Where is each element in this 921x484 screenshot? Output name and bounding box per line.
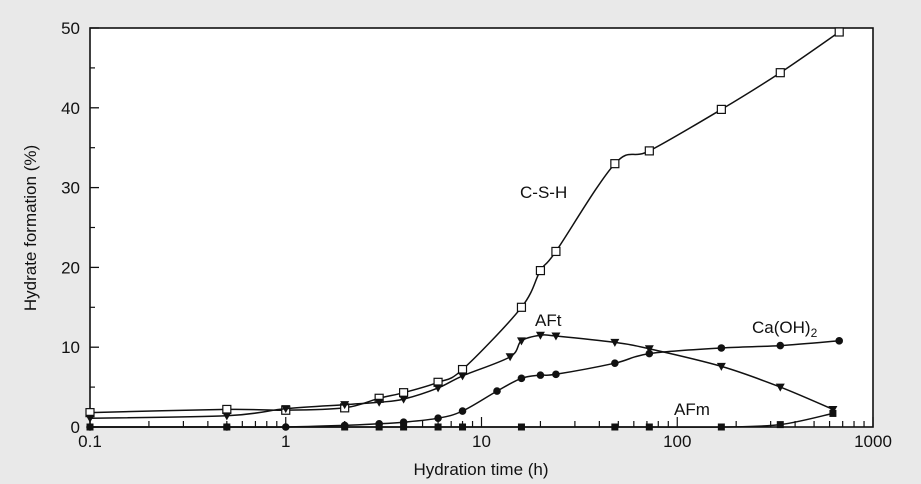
y-axis-title: Hydrate formation (%) — [21, 145, 40, 311]
data-point-ca-oh-2 — [517, 374, 526, 383]
data-point-c-s-h — [457, 364, 468, 375]
series-group — [85, 27, 844, 431]
data-point-afm — [223, 423, 231, 431]
y-tick-label: 50 — [61, 19, 80, 38]
data-point-afm — [517, 423, 525, 431]
data-point-aft — [505, 353, 515, 362]
data-point-aft — [644, 345, 654, 354]
data-point-aft — [374, 398, 384, 407]
plot-area — [89, 27, 874, 428]
data-point-aft — [433, 384, 443, 393]
data-point-ca-oh-2 — [645, 349, 654, 358]
data-point-aft — [222, 412, 232, 421]
x-tick-label: 100 — [663, 432, 691, 451]
x-tick-label: 1 — [281, 432, 290, 451]
data-point-afm — [400, 423, 408, 431]
data-point-c-s-h — [551, 246, 561, 257]
data-point-ca-oh-2 — [434, 414, 442, 423]
data-point-c-s-h — [644, 146, 654, 156]
y-tick-label: 0 — [71, 418, 80, 437]
data-point-afm — [611, 423, 619, 431]
y-tick-label: 30 — [61, 179, 80, 198]
data-point-aft — [458, 372, 468, 381]
data-point-afm — [829, 409, 837, 417]
data-point-c-s-h — [716, 104, 726, 114]
series-label-aft: AFt — [535, 311, 562, 330]
data-point-c-s-h — [834, 27, 844, 37]
series-label-caoh2: Ca(OH)2 — [752, 318, 818, 340]
data-point-afm — [459, 423, 467, 431]
y-tick-label: 10 — [61, 338, 80, 357]
series-label-csh: C-S-H — [520, 183, 567, 202]
data-point-aft — [399, 395, 409, 404]
data-point-c-s-h — [516, 302, 527, 312]
data-point-aft — [610, 338, 620, 347]
data-point-ca-oh-2 — [552, 370, 560, 379]
data-point-afm — [434, 423, 442, 431]
data-point-aft — [516, 337, 526, 346]
y-tick-label: 40 — [61, 99, 80, 118]
data-point-ca-oh-2 — [611, 359, 619, 367]
data-point-aft — [551, 332, 561, 341]
data-point-aft — [281, 405, 291, 414]
data-point-ca-oh-2 — [835, 337, 844, 345]
x-tick-label: 0.1 — [78, 432, 102, 451]
data-point-c-s-h — [399, 388, 409, 398]
data-point-aft — [535, 331, 545, 340]
data-point-c-s-h — [775, 68, 785, 78]
x-tick-label: 10 — [472, 432, 491, 451]
y-tick-label: 20 — [61, 258, 80, 277]
series-line-afm — [90, 412, 834, 428]
data-point-c-s-h — [610, 159, 620, 169]
data-point-afm — [86, 423, 94, 431]
data-point-ca-oh-2 — [776, 341, 785, 350]
series-label-caoh2-text: Ca(OH) — [752, 318, 811, 337]
data-point-afm — [645, 423, 653, 431]
series-aft — [85, 331, 838, 423]
data-point-aft — [85, 414, 95, 423]
axis-ticks: 0.1 1 10 100 1000 0 10 20 30 40 50 — [61, 19, 892, 451]
data-point-c-s-h — [535, 265, 546, 276]
x-tick-label: 1000 — [854, 432, 892, 451]
series-line-c-s-h — [89, 31, 840, 414]
data-point-afm — [341, 423, 349, 431]
data-point-ca-oh-2 — [536, 371, 545, 379]
data-point-afm — [375, 423, 383, 431]
series-line-aft — [89, 334, 834, 419]
data-point-afm — [776, 421, 784, 429]
series-afm — [86, 409, 837, 431]
data-point-ca-oh-2 — [493, 387, 501, 395]
data-point-aft — [775, 383, 785, 392]
data-point-c-s-h — [222, 404, 232, 415]
series-label-afm: AFm — [674, 400, 710, 419]
data-point-ca-oh-2 — [458, 407, 467, 415]
data-point-afm — [717, 423, 725, 431]
x-axis-title: Hydration time (h) — [413, 460, 548, 479]
data-point-ca-oh-2 — [717, 344, 726, 352]
data-point-aft — [716, 362, 726, 371]
data-point-aft — [340, 401, 350, 410]
series-label-caoh2-subscript: 2 — [811, 326, 818, 340]
